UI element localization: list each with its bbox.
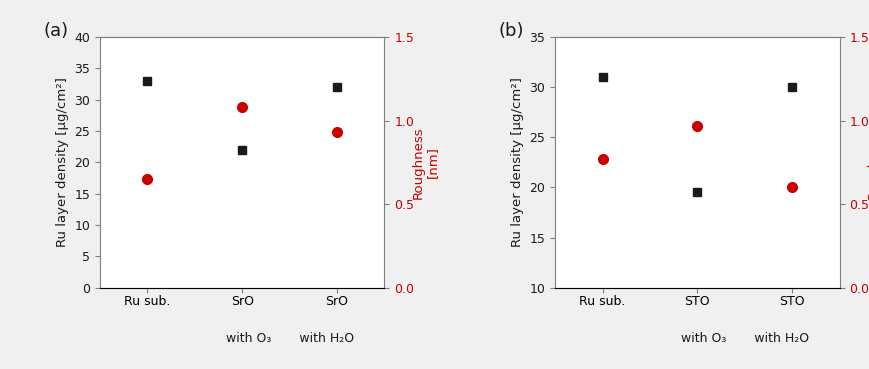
Text: (b): (b) <box>498 22 523 40</box>
Y-axis label: Ru layer density [μg/cm²]: Ru layer density [μg/cm²] <box>56 77 69 247</box>
Text: (a): (a) <box>43 22 68 40</box>
Text: with O₃       with H₂O: with O₃ with H₂O <box>225 332 354 345</box>
Text: with O₃       with H₂O: with O₃ with H₂O <box>680 332 808 345</box>
Y-axis label: Ru layer density [μg/cm²]: Ru layer density [μg/cm²] <box>510 77 523 247</box>
Y-axis label: Roughness
[nm]: Roughness [nm] <box>411 126 439 199</box>
Y-axis label: Roughness
[nm]: Roughness [nm] <box>866 126 869 199</box>
